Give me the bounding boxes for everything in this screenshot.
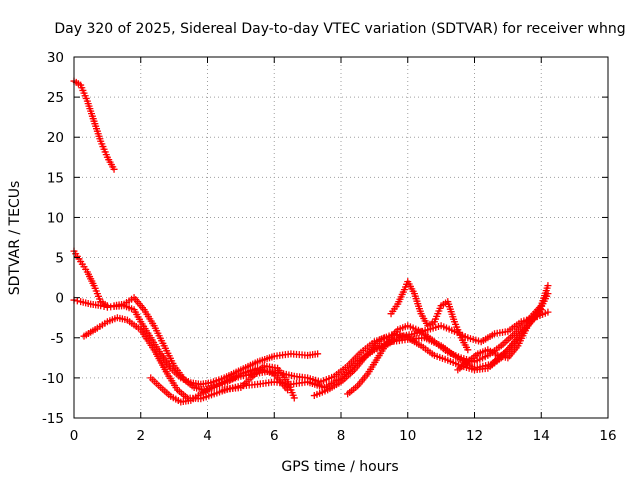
series-track-10	[387, 278, 472, 354]
y-tick-label: -5	[51, 331, 64, 347]
grid	[74, 57, 608, 418]
series-track-12	[454, 290, 552, 374]
x-tick-label: 8	[337, 428, 346, 444]
y-tick-label: 0	[55, 291, 64, 307]
data-point	[110, 165, 118, 173]
y-tick-label: 5	[55, 251, 64, 267]
x-tick-label: 16	[599, 428, 616, 444]
y-axis-label: SDTVAR / TECUs	[7, 181, 23, 296]
y-tick-label: -10	[42, 371, 64, 387]
x-tick-label: 6	[270, 428, 279, 444]
data-point	[100, 302, 108, 310]
x-tick-label: 12	[466, 428, 483, 444]
data-point	[544, 290, 552, 298]
y-tick-label: 20	[47, 130, 64, 146]
data-point	[544, 308, 552, 316]
data-point	[544, 282, 552, 290]
x-tick-label: 2	[136, 428, 145, 444]
x-tick-label: 4	[203, 428, 212, 444]
y-tick-label: -15	[42, 411, 64, 427]
data-series	[70, 77, 552, 406]
data-point	[290, 394, 298, 402]
x-tick-label: 10	[399, 428, 416, 444]
data-point	[97, 302, 105, 310]
x-tick-label: 14	[533, 428, 550, 444]
y-tick-label: 10	[47, 210, 64, 226]
series-track-11	[370, 308, 552, 354]
axis-ticks: 0 2 4 6 8 10 12 14 16 -15 -10 -5 0 5 10 15 20 25 30	[42, 50, 617, 444]
y-tick-label: 25	[47, 90, 64, 106]
y-tick-label: 30	[47, 50, 64, 66]
x-axis-label: GPS time / hours	[281, 459, 398, 475]
data-point	[314, 350, 322, 358]
data-point	[73, 297, 81, 305]
chart-title: Day 320 of 2025, Sidereal Day-to-day VTE…	[54, 21, 625, 37]
data-point	[464, 346, 472, 354]
x-tick-label: 0	[70, 428, 79, 444]
y-tick-label: 15	[47, 170, 64, 186]
